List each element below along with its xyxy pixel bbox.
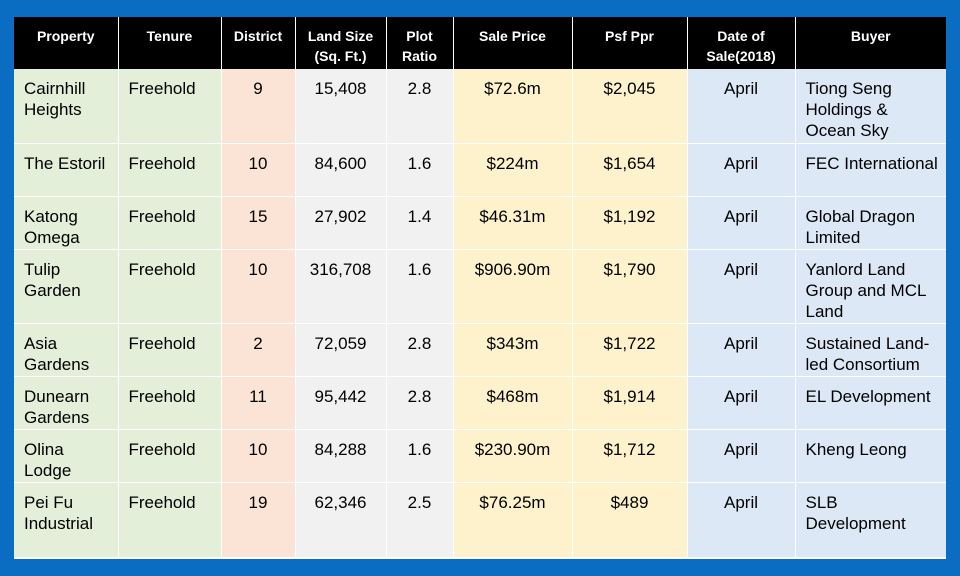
cell-sale-price: $224m xyxy=(453,143,573,197)
table-row: Olina Lodge Freehold 10 84,288 1.6 $230.… xyxy=(14,429,946,483)
header-land-size: Land Size (Sq. Ft.) xyxy=(295,17,387,69)
cell-sale-price: $46.31m xyxy=(453,196,573,250)
cell-sale-price: $230.90m xyxy=(453,429,573,483)
header-sale-price: Sale Price xyxy=(453,17,573,69)
header-row: Property Tenure District Land Size (Sq. … xyxy=(14,17,946,69)
cell-property: Katong Omega xyxy=(14,196,119,250)
cell-buyer: Yanlord Land Group and MCL Land xyxy=(795,249,946,324)
cell-district: 10 xyxy=(221,143,296,197)
cell-date: April xyxy=(687,482,796,558)
cell-tenure: Freehold xyxy=(118,69,222,144)
header-buyer: Buyer xyxy=(795,17,946,69)
cell-plot-ratio: 2.8 xyxy=(386,376,454,430)
cell-land-size: 316,708 xyxy=(295,249,387,324)
header-date-of-sale: Date of Sale(2018) xyxy=(687,17,796,69)
cell-buyer: Sustained Land-led Consortium xyxy=(795,323,946,377)
cell-date: April xyxy=(687,69,796,144)
cell-district: 15 xyxy=(221,196,296,250)
table-row: Tulip Garden Freehold 10 316,708 1.6 $90… xyxy=(14,249,946,324)
table-row: Pei Fu Industrial Freehold 19 62,346 2.5… xyxy=(14,482,946,558)
cell-land-size: 84,288 xyxy=(295,429,387,483)
cell-land-size: 95,442 xyxy=(295,376,387,430)
cell-district: 11 xyxy=(221,376,296,430)
cell-tenure: Freehold xyxy=(118,249,222,324)
cell-plot-ratio: 1.6 xyxy=(386,429,454,483)
cell-buyer: FEC International xyxy=(795,143,946,197)
cell-land-size: 84,600 xyxy=(295,143,387,197)
cell-buyer: EL Development xyxy=(795,376,946,430)
cell-psf-ppr: $1,914 xyxy=(572,376,688,430)
cell-date: April xyxy=(687,196,796,250)
cell-property: Asia Gardens xyxy=(14,323,119,377)
cell-plot-ratio: 2.8 xyxy=(386,69,454,144)
cell-psf-ppr: $1,722 xyxy=(572,323,688,377)
cell-property: Tulip Garden xyxy=(14,249,119,324)
cell-tenure: Freehold xyxy=(118,196,222,250)
cell-sale-price: $468m xyxy=(453,376,573,430)
cell-tenure: Freehold xyxy=(118,143,222,197)
cell-plot-ratio: 2.8 xyxy=(386,323,454,377)
table-row: Asia Gardens Freehold 2 72,059 2.8 $343m… xyxy=(14,323,946,377)
cell-date: April xyxy=(687,429,796,483)
cell-property: Dunearn Gardens xyxy=(14,376,119,430)
table-row: Katong Omega Freehold 15 27,902 1.4 $46.… xyxy=(14,196,946,250)
cell-district: 10 xyxy=(221,249,296,324)
table-row: Cairnhill Heights Freehold 9 15,408 2.8 … xyxy=(14,69,946,144)
cell-land-size: 15,408 xyxy=(295,69,387,144)
table-row: The Estoril Freehold 10 84,600 1.6 $224m… xyxy=(14,143,946,197)
header-tenure: Tenure xyxy=(118,17,222,69)
cell-plot-ratio: 1.4 xyxy=(386,196,454,250)
cell-buyer: Kheng Leong xyxy=(795,429,946,483)
cell-land-size: 27,902 xyxy=(295,196,387,250)
cell-district: 10 xyxy=(221,429,296,483)
cell-property: Olina Lodge xyxy=(14,429,119,483)
cell-property: Cairnhill Heights xyxy=(14,69,119,144)
cell-district: 19 xyxy=(221,482,296,558)
header-property: Property xyxy=(14,17,119,69)
cell-property: The Estoril xyxy=(14,143,119,197)
cell-psf-ppr: $1,192 xyxy=(572,196,688,250)
cell-plot-ratio: 1.6 xyxy=(386,249,454,324)
cell-sale-price: $343m xyxy=(453,323,573,377)
cell-land-size: 62,346 xyxy=(295,482,387,558)
cell-district: 2 xyxy=(221,323,296,377)
cell-buyer: Global Dragon Limited xyxy=(795,196,946,250)
cell-plot-ratio: 2.5 xyxy=(386,482,454,558)
cell-psf-ppr: $2,045 xyxy=(572,69,688,144)
land-sales-table: Property Tenure District Land Size (Sq. … xyxy=(14,17,946,558)
cell-psf-ppr: $1,790 xyxy=(572,249,688,324)
header-district: District xyxy=(221,17,296,69)
cell-tenure: Freehold xyxy=(118,376,222,430)
table-frame: Property Tenure District Land Size (Sq. … xyxy=(14,17,946,559)
cell-date: April xyxy=(687,249,796,324)
cell-date: April xyxy=(687,323,796,377)
header-plot-ratio: Plot Ratio xyxy=(386,17,454,69)
cell-tenure: Freehold xyxy=(118,429,222,483)
cell-sale-price: $76.25m xyxy=(453,482,573,558)
cell-date: April xyxy=(687,376,796,430)
table-row: Dunearn Gardens Freehold 11 95,442 2.8 $… xyxy=(14,376,946,430)
cell-buyer: Tiong Seng Holdings & Ocean Sky xyxy=(795,69,946,144)
cell-psf-ppr: $1,712 xyxy=(572,429,688,483)
cell-district: 9 xyxy=(221,69,296,144)
cell-psf-ppr: $489 xyxy=(572,482,688,558)
cell-tenure: Freehold xyxy=(118,482,222,558)
cell-land-size: 72,059 xyxy=(295,323,387,377)
cell-buyer: SLB Development xyxy=(795,482,946,558)
cell-sale-price: $72.6m xyxy=(453,69,573,144)
cell-date: April xyxy=(687,143,796,197)
cell-tenure: Freehold xyxy=(118,323,222,377)
cell-plot-ratio: 1.6 xyxy=(386,143,454,197)
header-psf-ppr: Psf Ppr xyxy=(572,17,688,69)
cell-sale-price: $906.90m xyxy=(453,249,573,324)
cell-psf-ppr: $1,654 xyxy=(572,143,688,197)
cell-property: Pei Fu Industrial xyxy=(14,482,119,558)
